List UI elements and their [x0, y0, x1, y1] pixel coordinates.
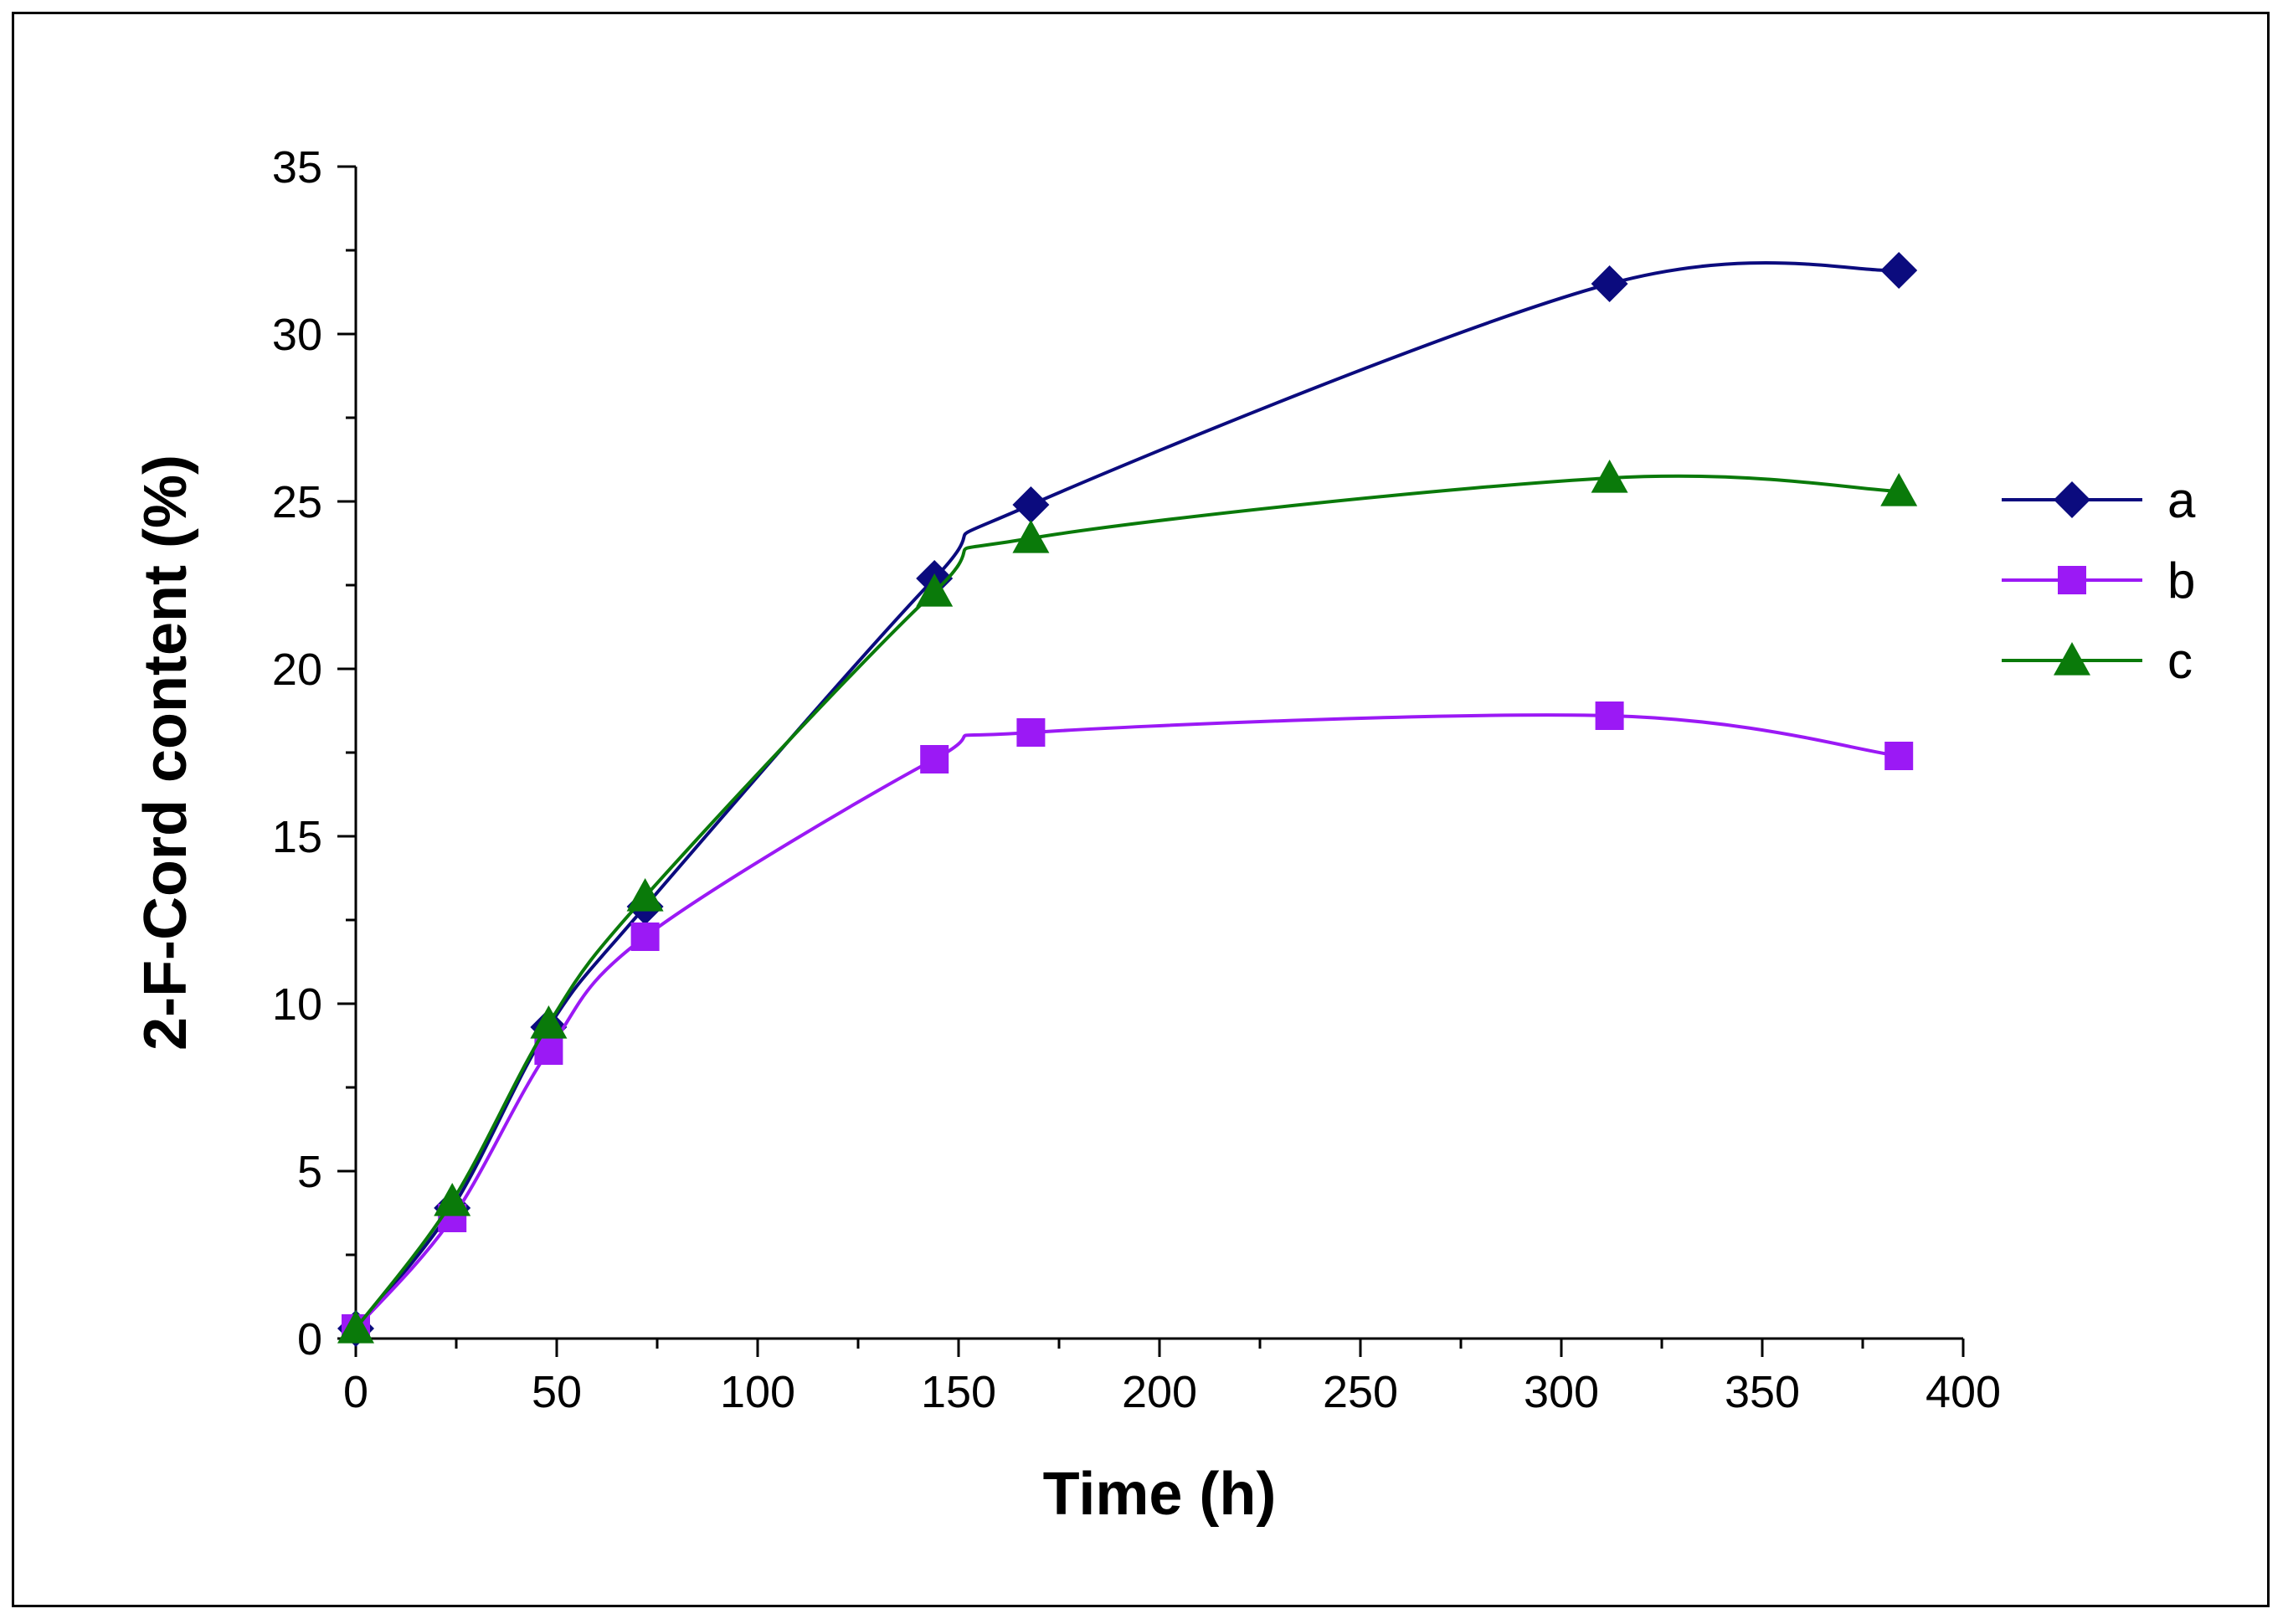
x-tick-label: 250	[1323, 1367, 1398, 1417]
data-point-c	[530, 1005, 568, 1039]
data-point-c	[916, 573, 954, 607]
y-tick-label: 25	[272, 477, 322, 527]
legend: abc	[2002, 472, 2196, 689]
data-point-a	[1591, 265, 1628, 302]
data-point-b	[920, 745, 949, 773]
y-tick-label: 20	[272, 645, 322, 695]
data-point-c	[626, 878, 664, 912]
x-tick-label: 300	[1524, 1367, 1599, 1417]
data-point-c	[1012, 520, 1050, 553]
series-layer	[337, 252, 1918, 1347]
series-a	[337, 252, 1918, 1347]
data-point-b	[1884, 742, 1914, 770]
series-line-c	[354, 474, 1900, 1330]
series-line-b	[354, 713, 1900, 1330]
series-b	[342, 702, 1914, 1343]
data-point-c	[337, 1310, 374, 1344]
series-c	[337, 460, 1918, 1344]
axes: 0 50 100 150 200 250 300 350 400 0 5 10 15 20 25 30 35	[272, 142, 2001, 1417]
x-tick-label: 0	[343, 1367, 368, 1417]
legend-marker	[2054, 642, 2090, 676]
legend-item-a: a	[2002, 472, 2196, 528]
y-tick-label: 15	[272, 812, 322, 862]
legend-item-c: c	[2002, 633, 2193, 689]
y-tick-label: 10	[272, 979, 322, 1030]
y-tick-label: 5	[297, 1147, 322, 1197]
legend-label: a	[2167, 472, 2196, 528]
x-tick-label: 50	[532, 1367, 582, 1417]
data-point-c	[1880, 473, 1918, 506]
y-tick-label: 30	[272, 310, 322, 360]
legend-item-b: b	[2002, 552, 2195, 609]
data-point-c	[1591, 460, 1628, 493]
chart-frame: 0 50 100 150 200 250 300 350 400 0 5 10 15 20 25 30 35 a…	[12, 12, 2270, 1607]
data-point-c	[434, 1183, 471, 1216]
legend-label: c	[2167, 633, 2193, 689]
x-tick-label: 100	[720, 1367, 795, 1417]
legend-label: b	[2167, 552, 2195, 609]
series-line-a	[354, 260, 1900, 1330]
y-tick-label: 35	[272, 142, 322, 193]
x-axis-title: Time (h)	[1043, 1461, 1277, 1528]
legend-marker	[2058, 566, 2086, 594]
data-point-b	[1016, 718, 1046, 747]
data-point-b	[630, 922, 660, 951]
data-point-a	[1012, 486, 1050, 523]
legend-marker	[2054, 481, 2090, 518]
x-tick-label: 200	[1122, 1367, 1197, 1417]
data-point-a	[1880, 252, 1918, 289]
data-point-b	[1595, 702, 1624, 730]
y-tick-label: 0	[297, 1314, 322, 1364]
x-tick-label: 350	[1725, 1367, 1800, 1417]
line-chart: 0 50 100 150 200 250 300 350 400 0 5 10 15 20 25 30 35 a…	[132, 142, 2196, 1528]
x-tick-label: 150	[921, 1367, 996, 1417]
y-axis-title: 2-F-Cord content (%)	[132, 455, 199, 1051]
x-tick-label: 400	[1926, 1367, 2001, 1417]
